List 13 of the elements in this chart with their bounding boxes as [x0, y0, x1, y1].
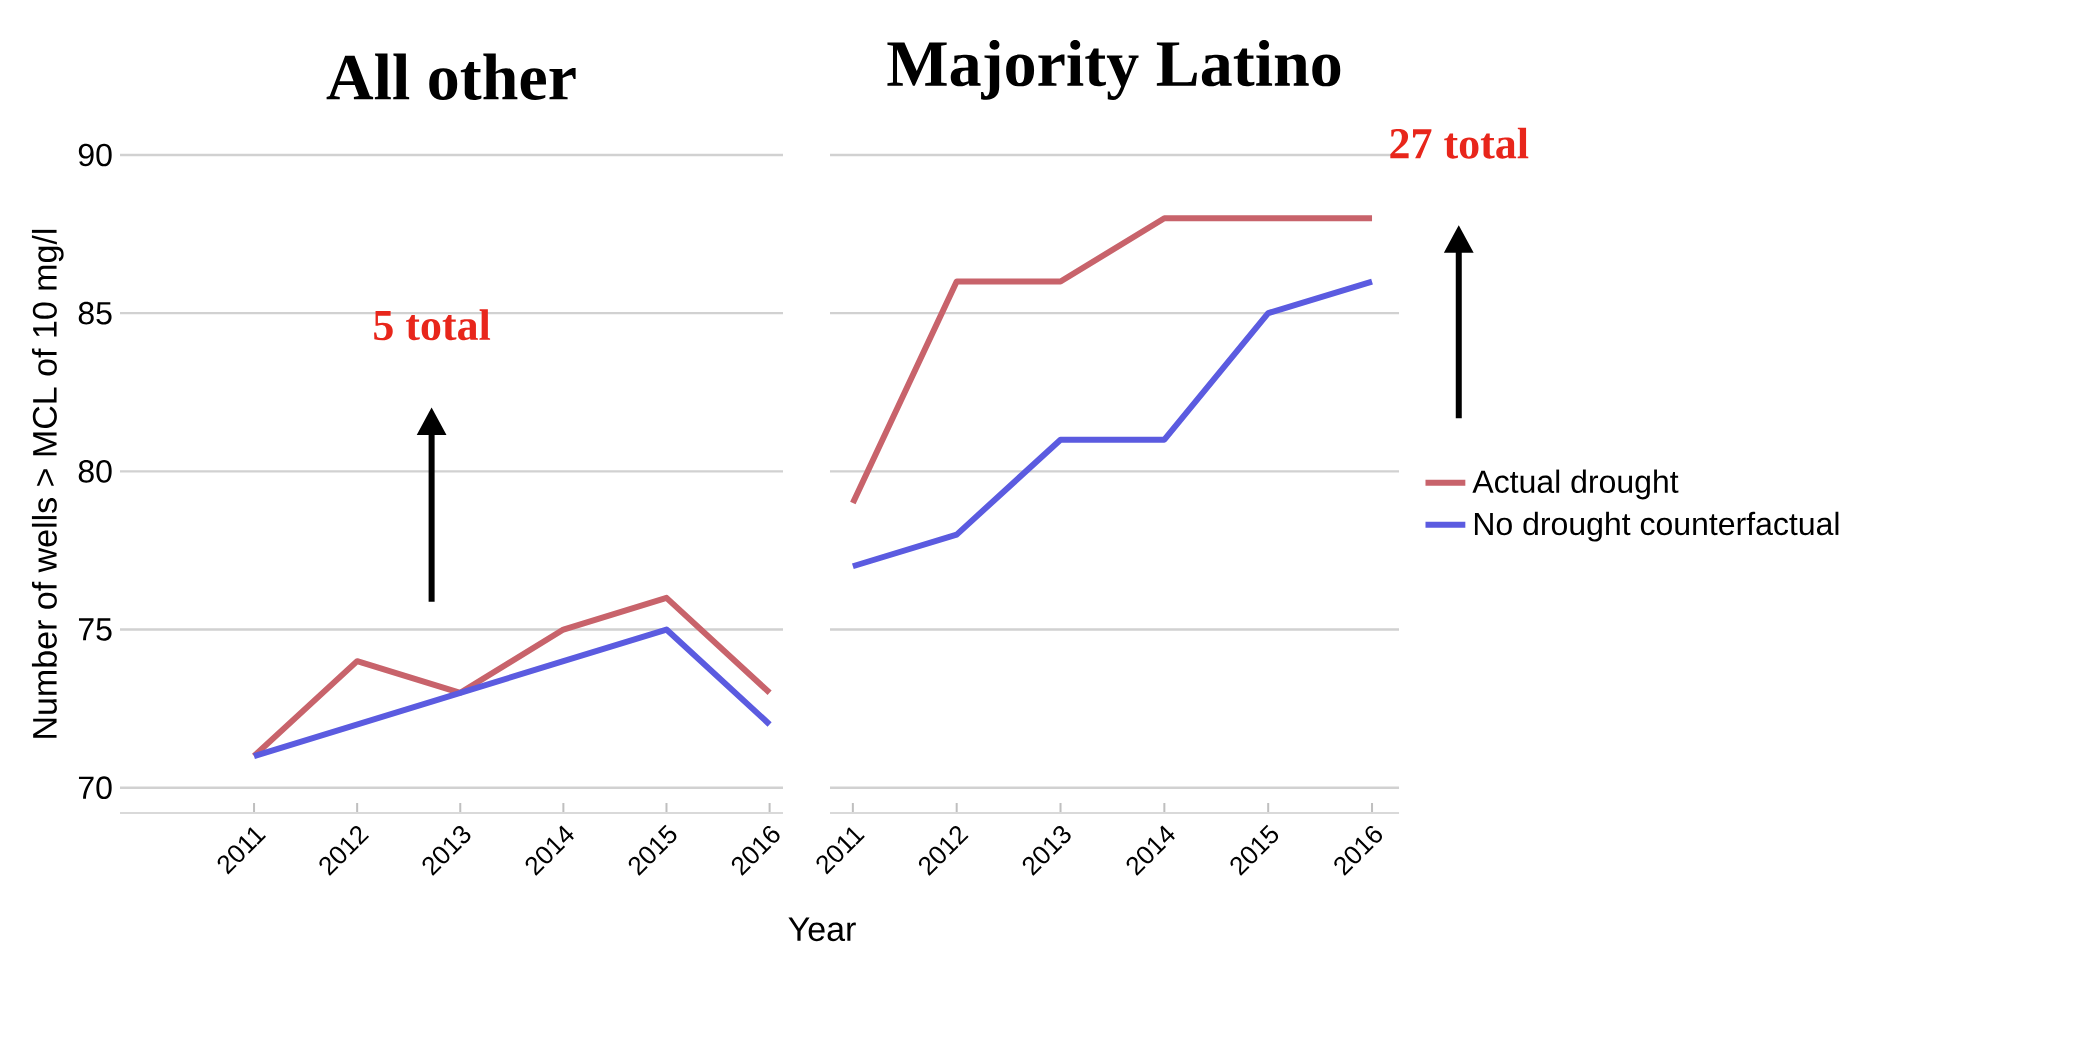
chart-title: All other: [326, 53, 576, 100]
y-tick-label: 85: [78, 301, 112, 325]
annotation: 5 total: [374, 309, 491, 341]
annotation: 27 total: [1390, 127, 1529, 159]
x-axis-title: Year: [788, 917, 856, 942]
y-tick-label: 70: [78, 776, 112, 800]
y-tick-label: 80: [78, 460, 112, 483]
legend-label: Actual drought: [1472, 469, 1679, 500]
y-tick-label: 90: [78, 143, 112, 167]
legend-label: No drought counterfactual: [1474, 511, 1839, 542]
y-axis-title: Number of wells > MCL of 10 mg/l: [31, 229, 64, 738]
y-tick-label: 75: [78, 618, 112, 641]
chart-title: Majority Latino: [887, 39, 1341, 100]
